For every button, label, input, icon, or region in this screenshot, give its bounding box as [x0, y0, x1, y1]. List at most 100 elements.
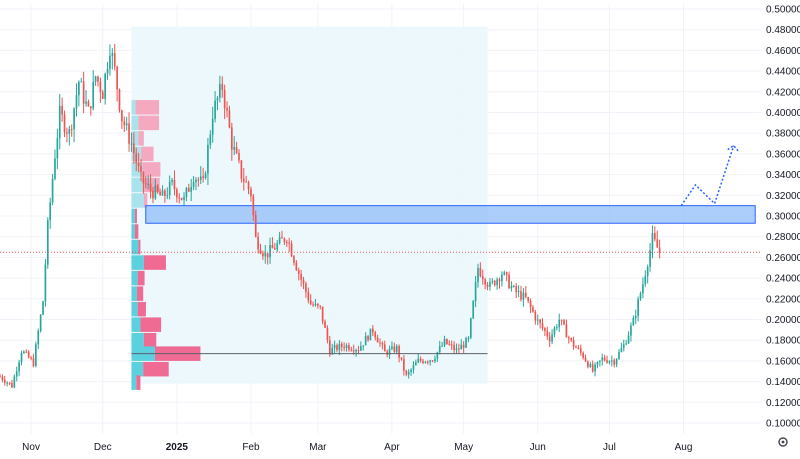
volume-profile-bar-down — [141, 146, 154, 162]
candle-body — [489, 282, 491, 287]
price-tick-label: 0.32000 — [766, 191, 800, 202]
candle-body — [364, 336, 367, 346]
candle-body — [142, 172, 145, 184]
candle-body — [343, 346, 345, 349]
price-axis[interactable]: 0.50000 0.48000 0.46000 0.44000 0.42000 0.400… — [766, 5, 800, 430]
candle-body — [106, 68, 109, 74]
candle-body — [340, 343, 343, 347]
candle-body — [221, 84, 224, 90]
candle-body — [472, 300, 475, 319]
time-axis[interactable]: Nov Dec 2025 Feb Mar Apr May Jun Jul Aug — [22, 442, 692, 453]
volume-profile-bar-up — [131, 239, 139, 255]
candle-body — [603, 357, 606, 361]
candle-body — [383, 344, 386, 352]
candle-body — [15, 371, 18, 377]
candle-body — [264, 253, 267, 257]
resistance-zone — [145, 205, 756, 224]
candle-body — [651, 233, 654, 251]
candle-body — [644, 276, 647, 285]
candle-body — [620, 348, 623, 352]
candle-body — [376, 337, 379, 343]
price-tick-label: 0.34000 — [766, 170, 800, 181]
candle-body — [536, 319, 539, 321]
candle-body — [436, 352, 439, 359]
candle-body — [379, 342, 381, 344]
volume-profile-bar-down — [138, 239, 141, 255]
candle-body — [190, 186, 193, 192]
candle-body — [307, 291, 310, 301]
candle-body — [517, 291, 520, 293]
candle-body — [130, 143, 133, 145]
candle-body — [63, 114, 66, 133]
candle-body — [73, 108, 75, 130]
candle-body — [424, 361, 427, 363]
candle-body — [567, 337, 570, 339]
candle-body — [211, 118, 214, 135]
candle-body — [570, 337, 573, 341]
volume-profile-bar-down — [138, 115, 160, 131]
candle-body — [305, 283, 307, 292]
candle-body — [285, 242, 288, 244]
candle-body — [25, 351, 28, 353]
candle-body — [548, 336, 551, 342]
candle-body — [565, 324, 568, 338]
volume-profile-bar-up — [131, 177, 144, 193]
candle-body — [185, 188, 188, 197]
volume-profile-bar-up — [131, 100, 136, 115]
volume-profile-bar-down — [143, 361, 169, 377]
candle-body — [324, 321, 326, 328]
candle-body — [283, 238, 286, 243]
candle-body — [240, 160, 243, 179]
candle-body — [87, 101, 90, 107]
candle-body — [37, 331, 40, 345]
price-tick-label: 0.50000 — [766, 5, 800, 16]
price-tick-label: 0.10000 — [766, 419, 800, 430]
candle-body — [302, 279, 305, 284]
candle-body — [109, 55, 111, 69]
time-tick-label: Aug — [675, 442, 693, 453]
candle-body — [1, 376, 4, 380]
candle-body — [278, 237, 281, 244]
candle-body — [180, 197, 183, 200]
candle-body — [113, 53, 116, 67]
candle-body — [209, 134, 212, 145]
candle-body — [252, 196, 255, 216]
price-tick-label: 0.38000 — [766, 129, 800, 140]
candle-body — [156, 185, 159, 192]
candle-body — [314, 303, 317, 306]
candle-body — [204, 173, 207, 179]
price-tick-label: 0.44000 — [766, 67, 800, 78]
candle-body — [32, 358, 35, 367]
candle-body — [116, 66, 118, 90]
candle-body — [56, 138, 59, 159]
candle-body — [360, 346, 362, 351]
projection-path — [680, 145, 735, 207]
price-tick-label: 0.18000 — [766, 336, 800, 347]
candle-body — [453, 344, 455, 351]
candle-body — [321, 306, 324, 322]
volume-profile-bar-up — [131, 332, 144, 348]
candle-body — [398, 346, 400, 358]
candle-body — [505, 272, 508, 275]
candle-body — [429, 360, 432, 363]
volume-profile-bar-up — [131, 255, 144, 270]
candle-body — [515, 286, 518, 293]
candle-body — [123, 121, 126, 126]
candle-body — [223, 89, 226, 109]
resistance-zone-layer[interactable] — [145, 205, 756, 224]
candle-body — [527, 296, 530, 301]
candle-body — [639, 293, 642, 300]
candle-body — [290, 243, 293, 257]
candle-body — [625, 343, 627, 345]
price-tick-label: 0.24000 — [766, 274, 800, 285]
candle-body — [434, 358, 436, 362]
settings-icon[interactable] — [778, 437, 788, 447]
candle-body — [6, 382, 9, 384]
candle-body — [266, 253, 269, 258]
candle-body — [532, 307, 534, 312]
candle-body — [630, 325, 632, 336]
price-tick-label: 0.14000 — [766, 377, 800, 388]
candle-body — [128, 123, 130, 144]
